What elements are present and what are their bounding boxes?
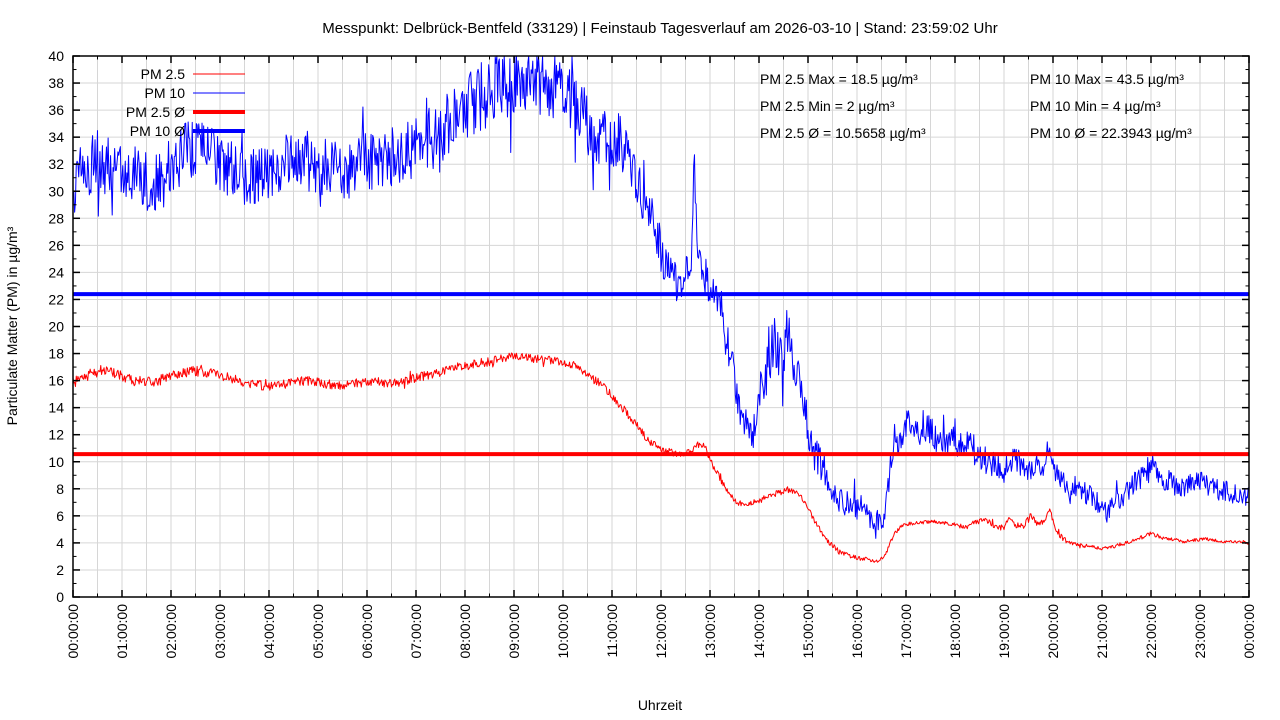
x-tick-label: 02:00:00 [163,604,179,659]
y-tick-label: 8 [56,481,64,497]
x-tick-label: 03:00:00 [212,604,228,659]
grid-lines [73,56,1249,597]
y-tick-label: 0 [56,589,64,605]
legend-label: PM 10 [145,85,186,101]
y-tick-label: 12 [48,427,64,443]
tick-labels: 024681012141618202224262830323436384000:… [48,48,1257,659]
x-tick-label: 14:00:00 [751,604,767,659]
x-tick-label: 11:00:00 [604,604,620,658]
y-tick-label: 6 [56,508,64,524]
x-tick-label: 16:00:00 [849,604,865,659]
y-tick-label: 28 [48,210,64,226]
x-tick-label: 22:00:00 [1143,604,1159,659]
y-tick-label: 4 [56,535,64,551]
stat-pm10: PM 10 Max = 43.5 µg/m³ [1030,71,1184,87]
y-tick-label: 16 [48,373,64,389]
chart-title: Messpunkt: Delbrück-Bentfeld (33129) | F… [322,20,997,37]
x-tick-label: 12:00:00 [653,604,669,659]
y-tick-label: 34 [48,129,64,145]
stats-text: PM 2.5 Max = 18.5 µg/m³ PM 2.5 Min = 2 µg… [760,71,1192,141]
y-axis-title: Particulate Matter (PM) in µg/m³ [4,226,20,425]
y-tick-label: 10 [48,454,64,470]
x-axis-title: Uhrzeit [638,697,682,713]
average-lines [73,292,1249,457]
y-tick-label: 26 [48,237,64,253]
x-tick-label: 20:00:00 [1045,604,1061,659]
x-tick-label: 00:00:00 [65,604,81,659]
x-tick-label: 06:00:00 [359,604,375,659]
x-tick-label: 05:00:00 [310,604,326,659]
y-tick-label: 2 [56,562,64,578]
stat-pm25: PM 2.5 Min = 2 µg/m³ [760,98,895,114]
x-tick-label: 19:00:00 [996,604,1012,659]
stat-pm10: PM 10 Min = 4 µg/m³ [1030,98,1161,114]
y-tick-label: 32 [48,156,64,172]
y-tick-label: 18 [48,346,64,362]
y-tick-label: 24 [48,264,64,280]
legend-label: PM 2.5 Ø [126,104,185,120]
y-tick-label: 14 [48,400,64,416]
x-tick-label: 00:00:00 [1241,604,1257,659]
x-tick-label: 01:00:00 [114,604,130,659]
y-tick-label: 20 [48,319,64,335]
y-tick-label: 22 [48,291,64,307]
stat-pm10: PM 10 Ø = 22.3943 µg/m³ [1030,125,1192,141]
x-tick-label: 07:00:00 [408,604,424,659]
x-tick-label: 15:00:00 [800,604,816,659]
series-pm-2-5 [73,352,1249,563]
legend-label: PM 10 Ø [130,123,185,139]
x-tick-label: 13:00:00 [702,604,718,659]
stat-pm25: PM 2.5 Max = 18.5 µg/m³ [760,71,918,87]
legend-label: PM 2.5 [141,66,186,82]
y-tick-label: 40 [48,48,64,64]
x-tick-label: 23:00:00 [1192,604,1208,659]
x-tick-label: 17:00:00 [898,604,914,659]
x-tick-label: 21:00:00 [1094,604,1110,659]
y-tick-label: 30 [48,183,64,199]
stat-pm25: PM 2.5 Ø = 10.5658 µg/m³ [760,125,926,141]
y-tick-label: 36 [48,102,64,118]
legend: PM 2.5 PM 10 PM 2.5 Ø PM 10 Ø [126,66,245,139]
x-tick-label: 08:00:00 [457,604,473,659]
x-tick-label: 09:00:00 [506,604,522,659]
plot-frame [72,55,1250,598]
x-tick-label: 10:00:00 [555,604,571,659]
data-series [73,56,1249,563]
x-tick-label: 18:00:00 [947,604,963,659]
series-pm-10 [73,56,1249,539]
x-tick-label: 04:00:00 [261,604,277,659]
y-tick-label: 38 [48,75,64,91]
